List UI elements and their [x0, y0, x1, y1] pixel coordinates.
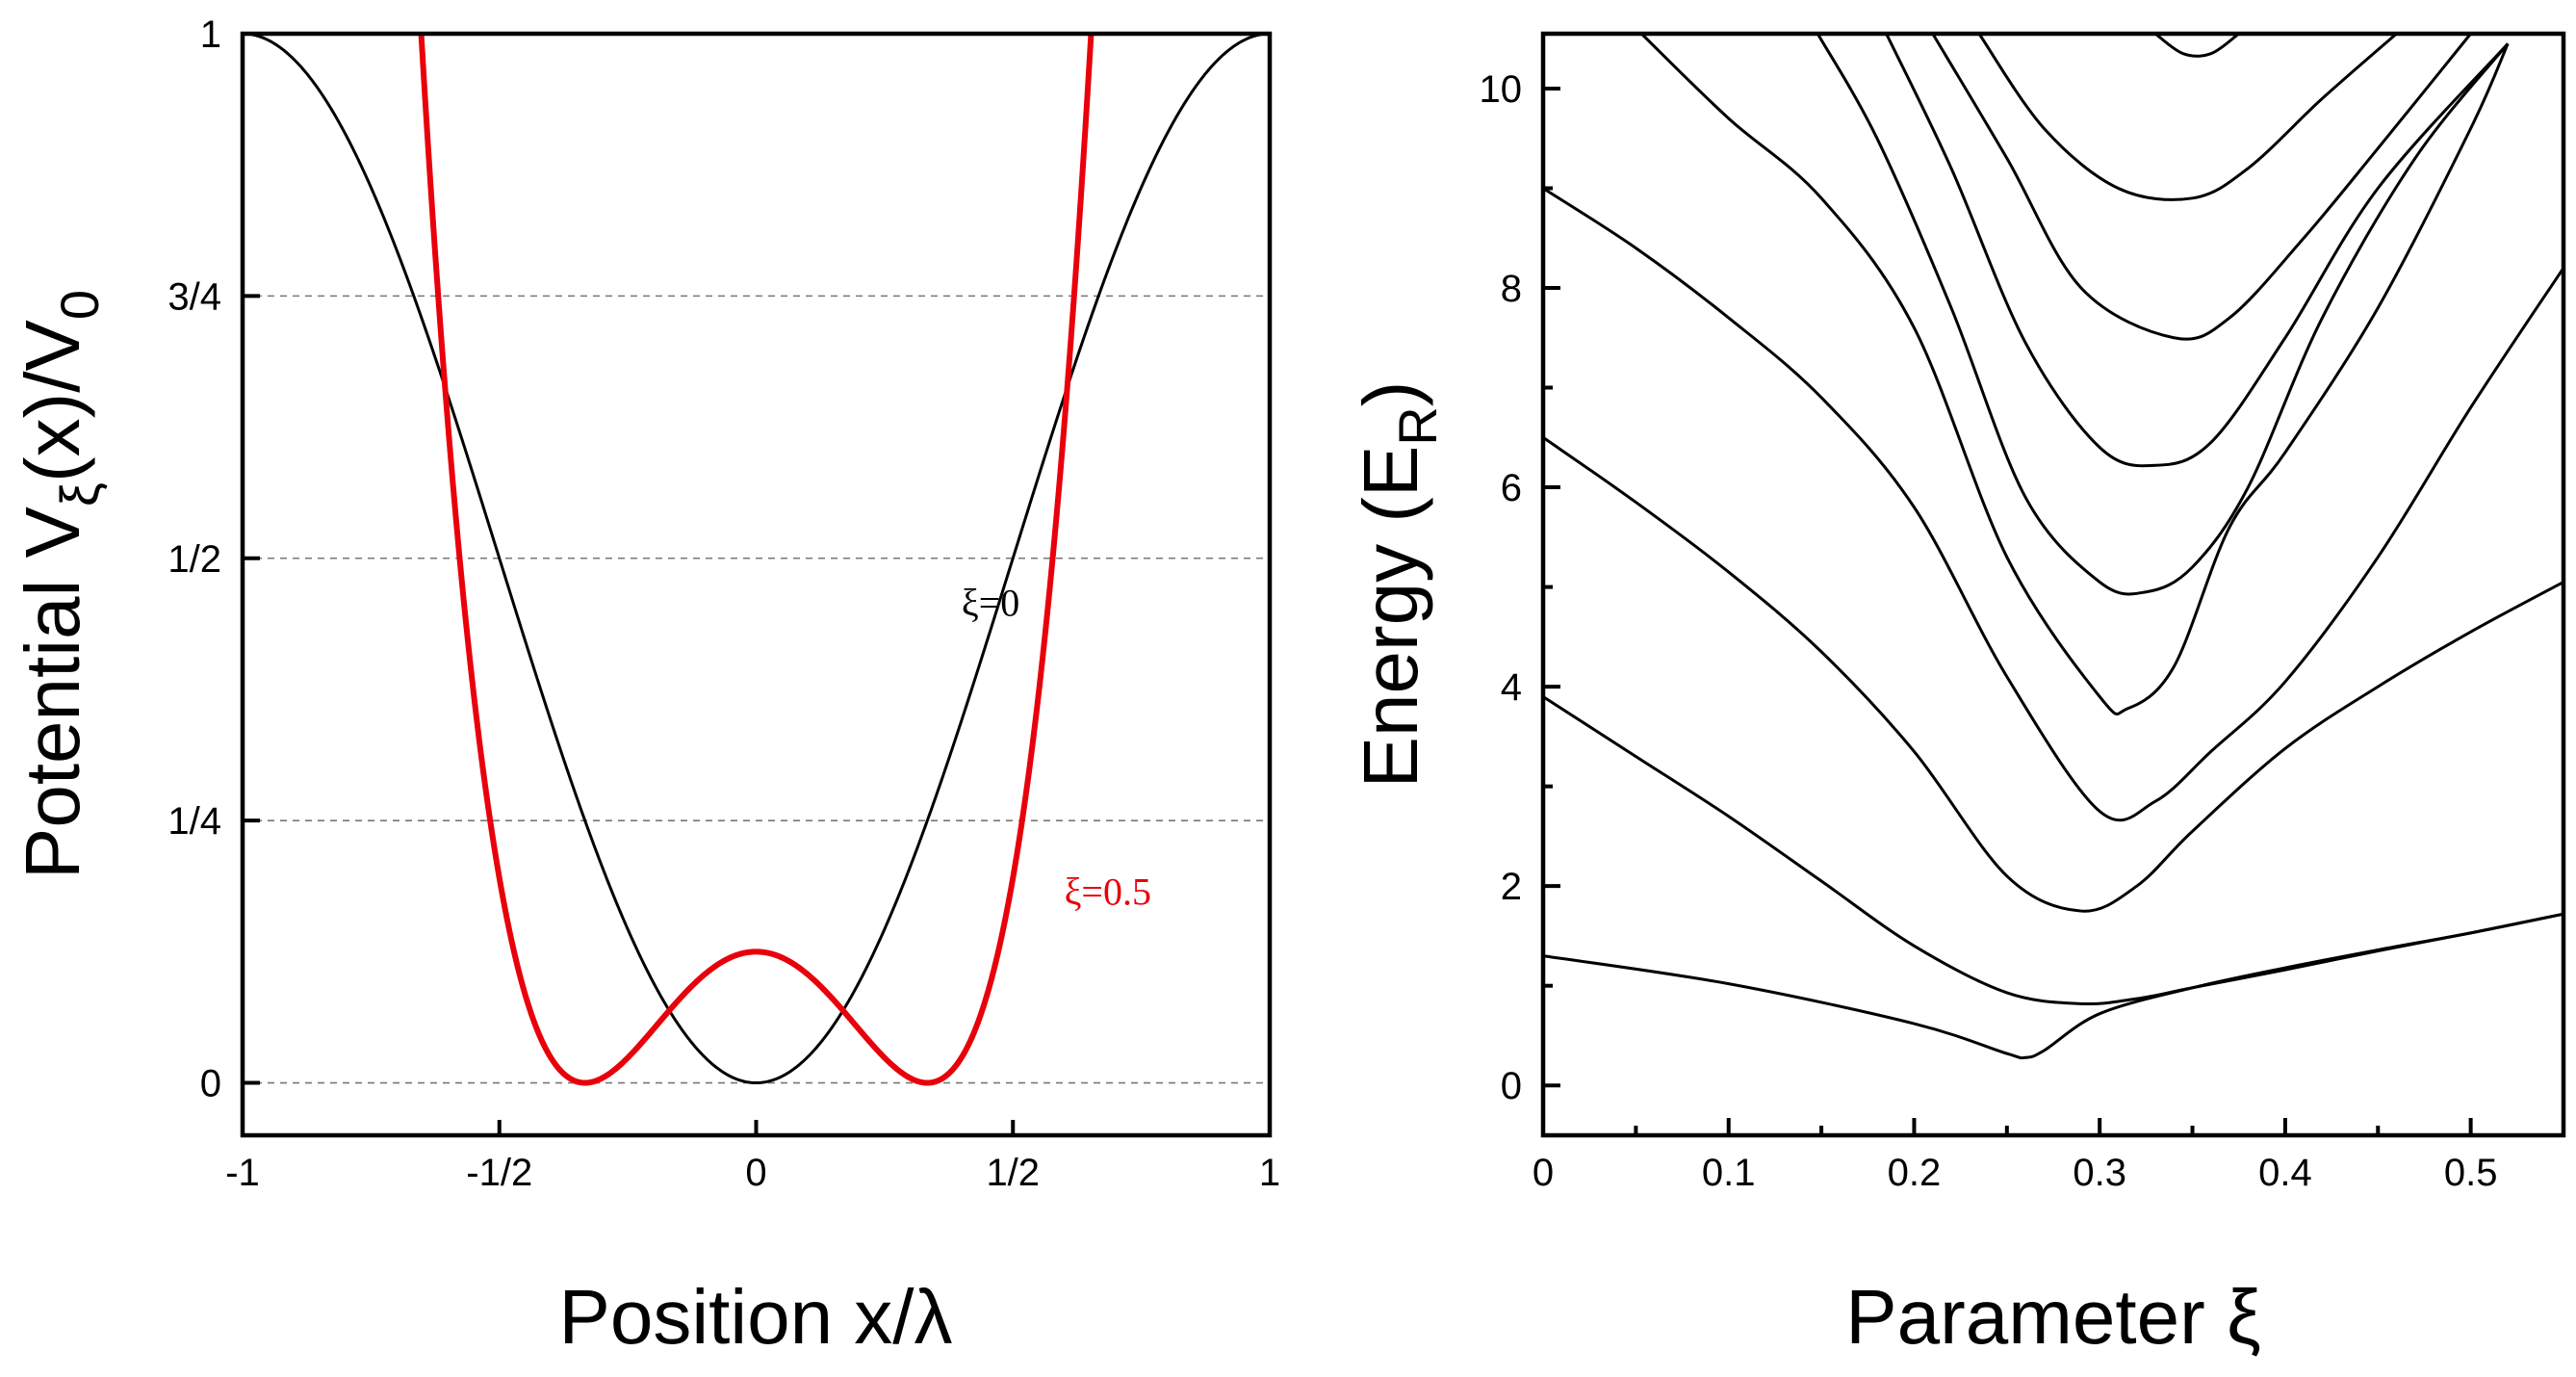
right-x-tick-label: 0.3: [2073, 1152, 2126, 1194]
energy-level-2-curve: [1542, 695, 2564, 1006]
energy-level-3-curve: [1542, 436, 2564, 913]
left-x-tick-label: 0: [745, 1152, 766, 1194]
right-plot-frame: [1540, 31, 2566, 1138]
left-y-tick-label: 1/4: [167, 800, 221, 843]
potential-chart: -1 -1/2 0 1/2 1 0 1/4 1/2 3/4 1 Position x/λ Pote…: [0, 0, 1280, 1360]
right-y-tick-label: 4: [1501, 666, 1522, 709]
left-x-tick-label: -1/2: [466, 1152, 532, 1194]
left-top-mask: [0, 0, 1280, 32]
right-x-tick-label: 0.5: [2444, 1152, 2498, 1194]
left-y-tick-label: 3/4: [167, 275, 221, 318]
annotation-xi-0.5: ξ=0.5: [1065, 870, 1151, 913]
right-x-axis-label: Parameter ξ: [1845, 1274, 2261, 1360]
energy-level-9-curve: [1977, 32, 2398, 201]
series-xi-0-curve: [242, 32, 1271, 1085]
right-x-tick-label: 0.4: [2258, 1152, 2312, 1194]
right-x-tick-label: 0.2: [1888, 1152, 1942, 1194]
energy-level-10-curve: [2154, 32, 2240, 58]
right-y-axis-label: Energy (ER): [1348, 381, 1448, 789]
energy-level-8-curve: [1931, 33, 2472, 341]
left-y-tick-label: 1/2: [167, 538, 221, 581]
left-plot-frame: [240, 31, 1273, 1138]
energy-level-5-curve: [1640, 32, 2510, 715]
energy-level-6-curve: [1816, 33, 2510, 596]
energy-level-7-curve: [1885, 33, 2510, 468]
right-x-tick-label: 0.1: [1702, 1152, 1756, 1194]
left-x-axis-label: Position x/λ: [558, 1274, 952, 1360]
energy-level-4-curve: [1542, 187, 2565, 822]
left-y-tick-label: 0: [200, 1063, 221, 1105]
right-y-tick-label: 6: [1501, 467, 1522, 509]
right-x-tick-label: 0: [1533, 1152, 1554, 1194]
left-x-tick-label: 1/2: [986, 1152, 1040, 1194]
left-x-tick-label: -1: [225, 1152, 260, 1194]
right-y-tick-label: 8: [1501, 268, 1522, 310]
right-y-tick-label: 10: [1480, 68, 1523, 111]
annotation-xi-0: ξ=0: [962, 582, 1019, 625]
energy-chart: 0 0.1 0.2 0.3 0.4 0.5 0 2 4 6 8 10 Parameter ξ Ener…: [1348, 31, 2566, 1360]
right-y-tick-label: 2: [1501, 866, 1522, 908]
left-y-axis-label: Potential Vξ(x)/V0: [10, 290, 110, 879]
energy-level-1-curve: [1542, 912, 2564, 1060]
left-y-tick-label: 1: [200, 13, 221, 56]
series-xi-0.5-curve: [416, 0, 1096, 1086]
right-y-tick-label: 0: [1501, 1065, 1522, 1107]
left-x-tick-label: 1: [1259, 1152, 1280, 1194]
